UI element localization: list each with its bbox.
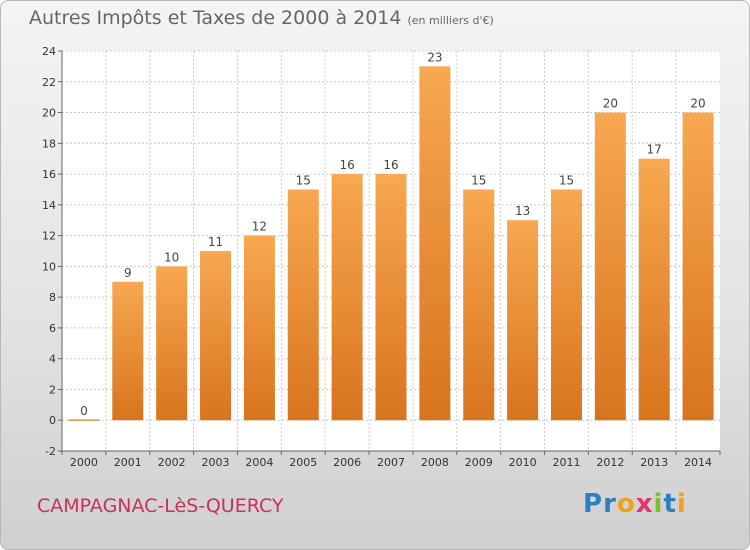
bar <box>287 189 319 421</box>
x-tick-label: 2003 <box>202 456 230 469</box>
x-tick-label: 2004 <box>245 456 273 469</box>
x-tick-label: 2010 <box>509 456 537 469</box>
y-tick-label: 8 <box>49 291 56 304</box>
bar <box>463 189 495 421</box>
y-tick-label: 16 <box>42 168 56 181</box>
y-tick-label: 12 <box>42 230 56 243</box>
bar <box>507 220 539 421</box>
y-tick-label: 22 <box>42 76 56 89</box>
y-tick-label: -2 <box>45 445 56 458</box>
bar-value-label: 16 <box>383 158 398 172</box>
x-tick-label: 2002 <box>158 456 186 469</box>
bars <box>68 66 714 421</box>
y-tick-label: 6 <box>49 322 56 335</box>
chart-title-unit: (en milliers d'€) <box>407 14 494 27</box>
bar-value-label: 15 <box>559 173 574 187</box>
bar-value-label: 16 <box>339 158 354 172</box>
x-tick-label: 2012 <box>596 456 624 469</box>
bar-value-label: 20 <box>603 97 618 111</box>
bar <box>594 112 626 421</box>
logo-letter: x <box>635 489 654 519</box>
logo-letter: t <box>663 489 677 519</box>
bar <box>682 112 714 421</box>
x-tick-label: 2008 <box>421 456 449 469</box>
x-tick-label: 2014 <box>684 456 712 469</box>
proxiti-logo: Proxiti <box>583 489 687 519</box>
y-tick-label: 14 <box>42 199 56 212</box>
bar-value-label: 15 <box>471 173 486 187</box>
x-tick-label: 2006 <box>333 456 361 469</box>
x-tick-label: 2005 <box>289 456 317 469</box>
y-tick-label: 0 <box>49 414 56 427</box>
axes <box>58 50 721 455</box>
bar-value-label: 12 <box>252 220 267 234</box>
bar <box>68 419 100 421</box>
y-tick-label: 10 <box>42 260 56 273</box>
y-tick-label: 18 <box>42 137 56 150</box>
bar <box>419 66 451 421</box>
chart-title: Autres Impôts et Taxes de 2000 à 2014 (en… <box>29 7 494 29</box>
x-tick-label: 2001 <box>114 456 142 469</box>
bar-value-label: 15 <box>296 173 311 187</box>
logo-letter: i <box>676 489 687 519</box>
bar-value-label: 9 <box>124 266 132 280</box>
logo-letter: r <box>603 489 617 519</box>
bar <box>243 235 275 421</box>
bar <box>200 251 232 421</box>
y-tick-label: 20 <box>42 107 56 120</box>
bar <box>331 174 363 421</box>
bar <box>156 266 188 421</box>
bar <box>375 174 407 421</box>
y-tick-label: 2 <box>49 383 56 396</box>
logo-letter: i <box>653 489 664 519</box>
x-tick-label: 2013 <box>640 456 668 469</box>
x-tick-label: 2000 <box>70 456 98 469</box>
bar <box>112 281 144 421</box>
bar-value-label: 17 <box>647 143 662 157</box>
logo-letter: o <box>616 489 636 519</box>
bar <box>550 189 582 421</box>
labels: -202468101214161820222402000920011020021… <box>42 45 712 469</box>
bar-value-label: 0 <box>80 404 88 418</box>
y-tick-label: 24 <box>42 45 56 58</box>
bar-value-label: 23 <box>427 50 442 64</box>
y-tick-label: 4 <box>49 353 56 366</box>
x-tick-label: 2011 <box>552 456 580 469</box>
bar-value-label: 10 <box>164 250 179 264</box>
bar-value-label: 20 <box>690 97 705 111</box>
bar <box>638 158 670 421</box>
place-name: CAMPAGNAC-LèS-QUERCY <box>37 495 284 517</box>
logo-letter: P <box>583 489 604 519</box>
bar-value-label: 13 <box>515 204 530 218</box>
bar-value-label: 11 <box>208 235 223 249</box>
chart-title-main: Autres Impôts et Taxes de 2000 à 2014 <box>29 7 402 29</box>
x-tick-label: 2007 <box>377 456 405 469</box>
x-tick-label: 2009 <box>465 456 493 469</box>
